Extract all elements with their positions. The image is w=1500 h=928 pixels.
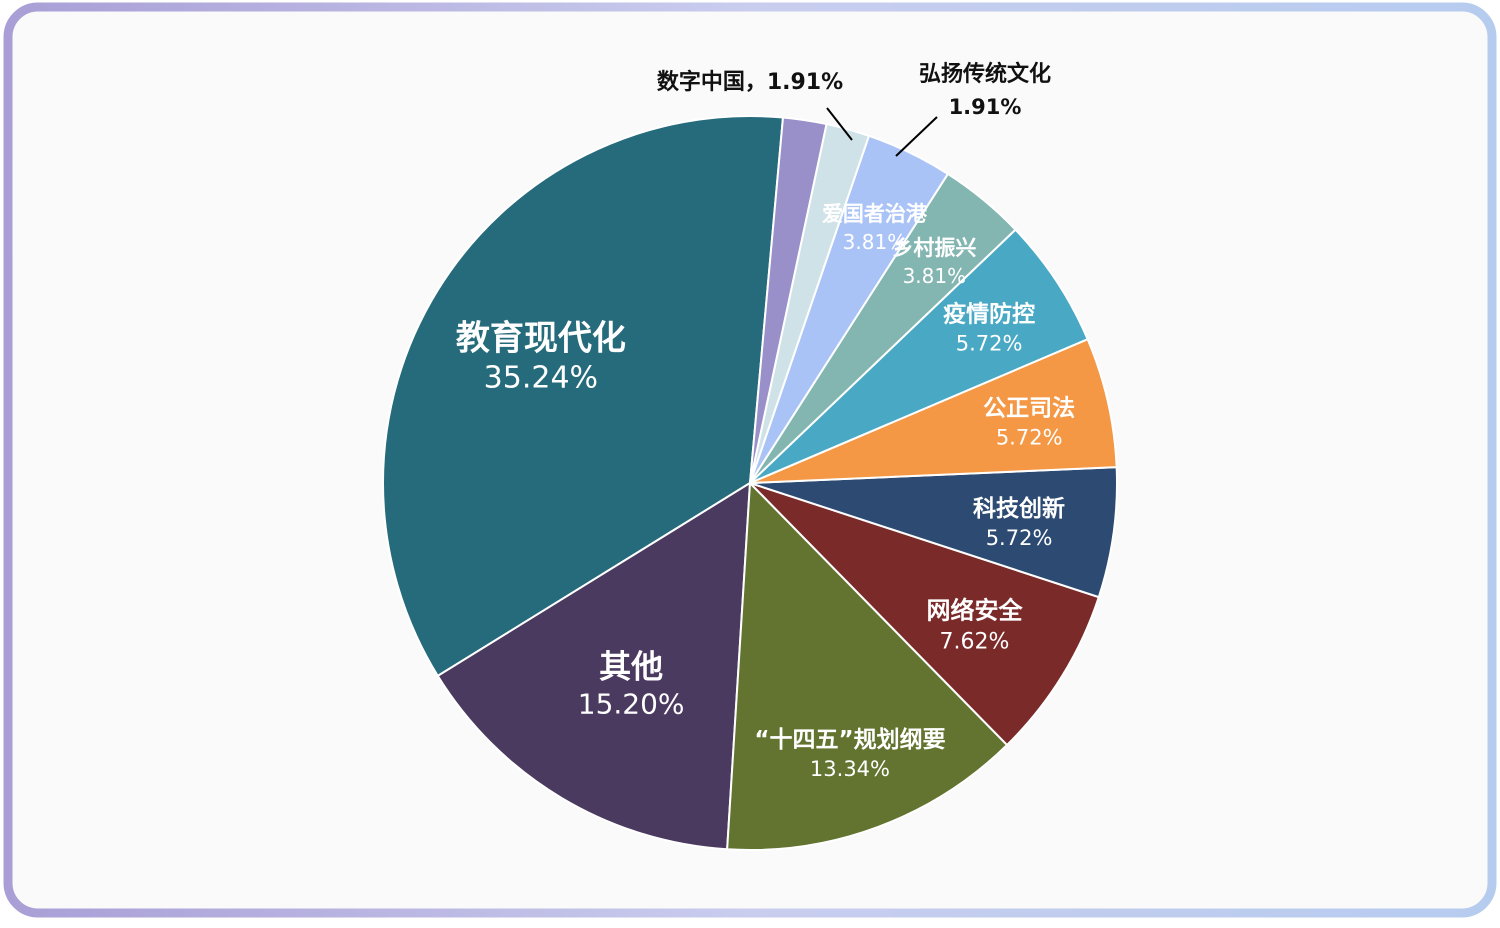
pie-slice [382, 115, 785, 678]
pie-slices [382, 115, 1119, 851]
pie-slice [726, 480, 1009, 851]
slice-value-label: 5.72% [956, 332, 1023, 356]
pie-slice [436, 481, 752, 851]
slice-name-label: 公正司法 [983, 396, 1075, 422]
slice-value-label: 7.62% [940, 629, 1010, 654]
slice-name-label: “十四五”规划纲要 [754, 726, 945, 753]
slice-name-label: 教育现代化 [456, 319, 626, 359]
leader-line-digital-china [826, 107, 853, 141]
slice-name-label: 网络安全 [926, 596, 1023, 624]
slice-value-label: 5.72% [986, 526, 1053, 550]
label-digital-china: 数字中国，1.91% [657, 69, 843, 95]
slice-value-label: 35.24% [484, 361, 598, 396]
leader-line-tradition [895, 116, 938, 157]
slice-value-label: 15.20% [578, 687, 685, 720]
outside-labels: 数字中国，1.91% 弘扬传统文化 1.91% [657, 61, 1051, 157]
pie-slice [749, 482, 1101, 747]
pie-slice [749, 337, 1118, 484]
slice-value-label: 13.34% [810, 757, 890, 781]
slice-name-label: 爱国者治港 [822, 202, 928, 226]
slice-name-label: 疫情防控 [943, 301, 1035, 328]
label-tradition-name: 弘扬传统文化 [919, 61, 1051, 87]
slice-value-label: 3.81% [843, 230, 907, 254]
pie-slice [749, 228, 1089, 484]
slice-value-label: 5.72% [996, 426, 1063, 450]
pie-slice [749, 466, 1119, 599]
pie-slice [749, 116, 828, 484]
slice-name-label: 其他 [599, 647, 663, 685]
slice-name-label: 乡村振兴 [892, 236, 976, 260]
slice-name-label: 科技创新 [973, 495, 1065, 522]
slice-value-label: 3.81% [903, 264, 967, 288]
label-tradition-value: 1.91% [949, 95, 1022, 119]
